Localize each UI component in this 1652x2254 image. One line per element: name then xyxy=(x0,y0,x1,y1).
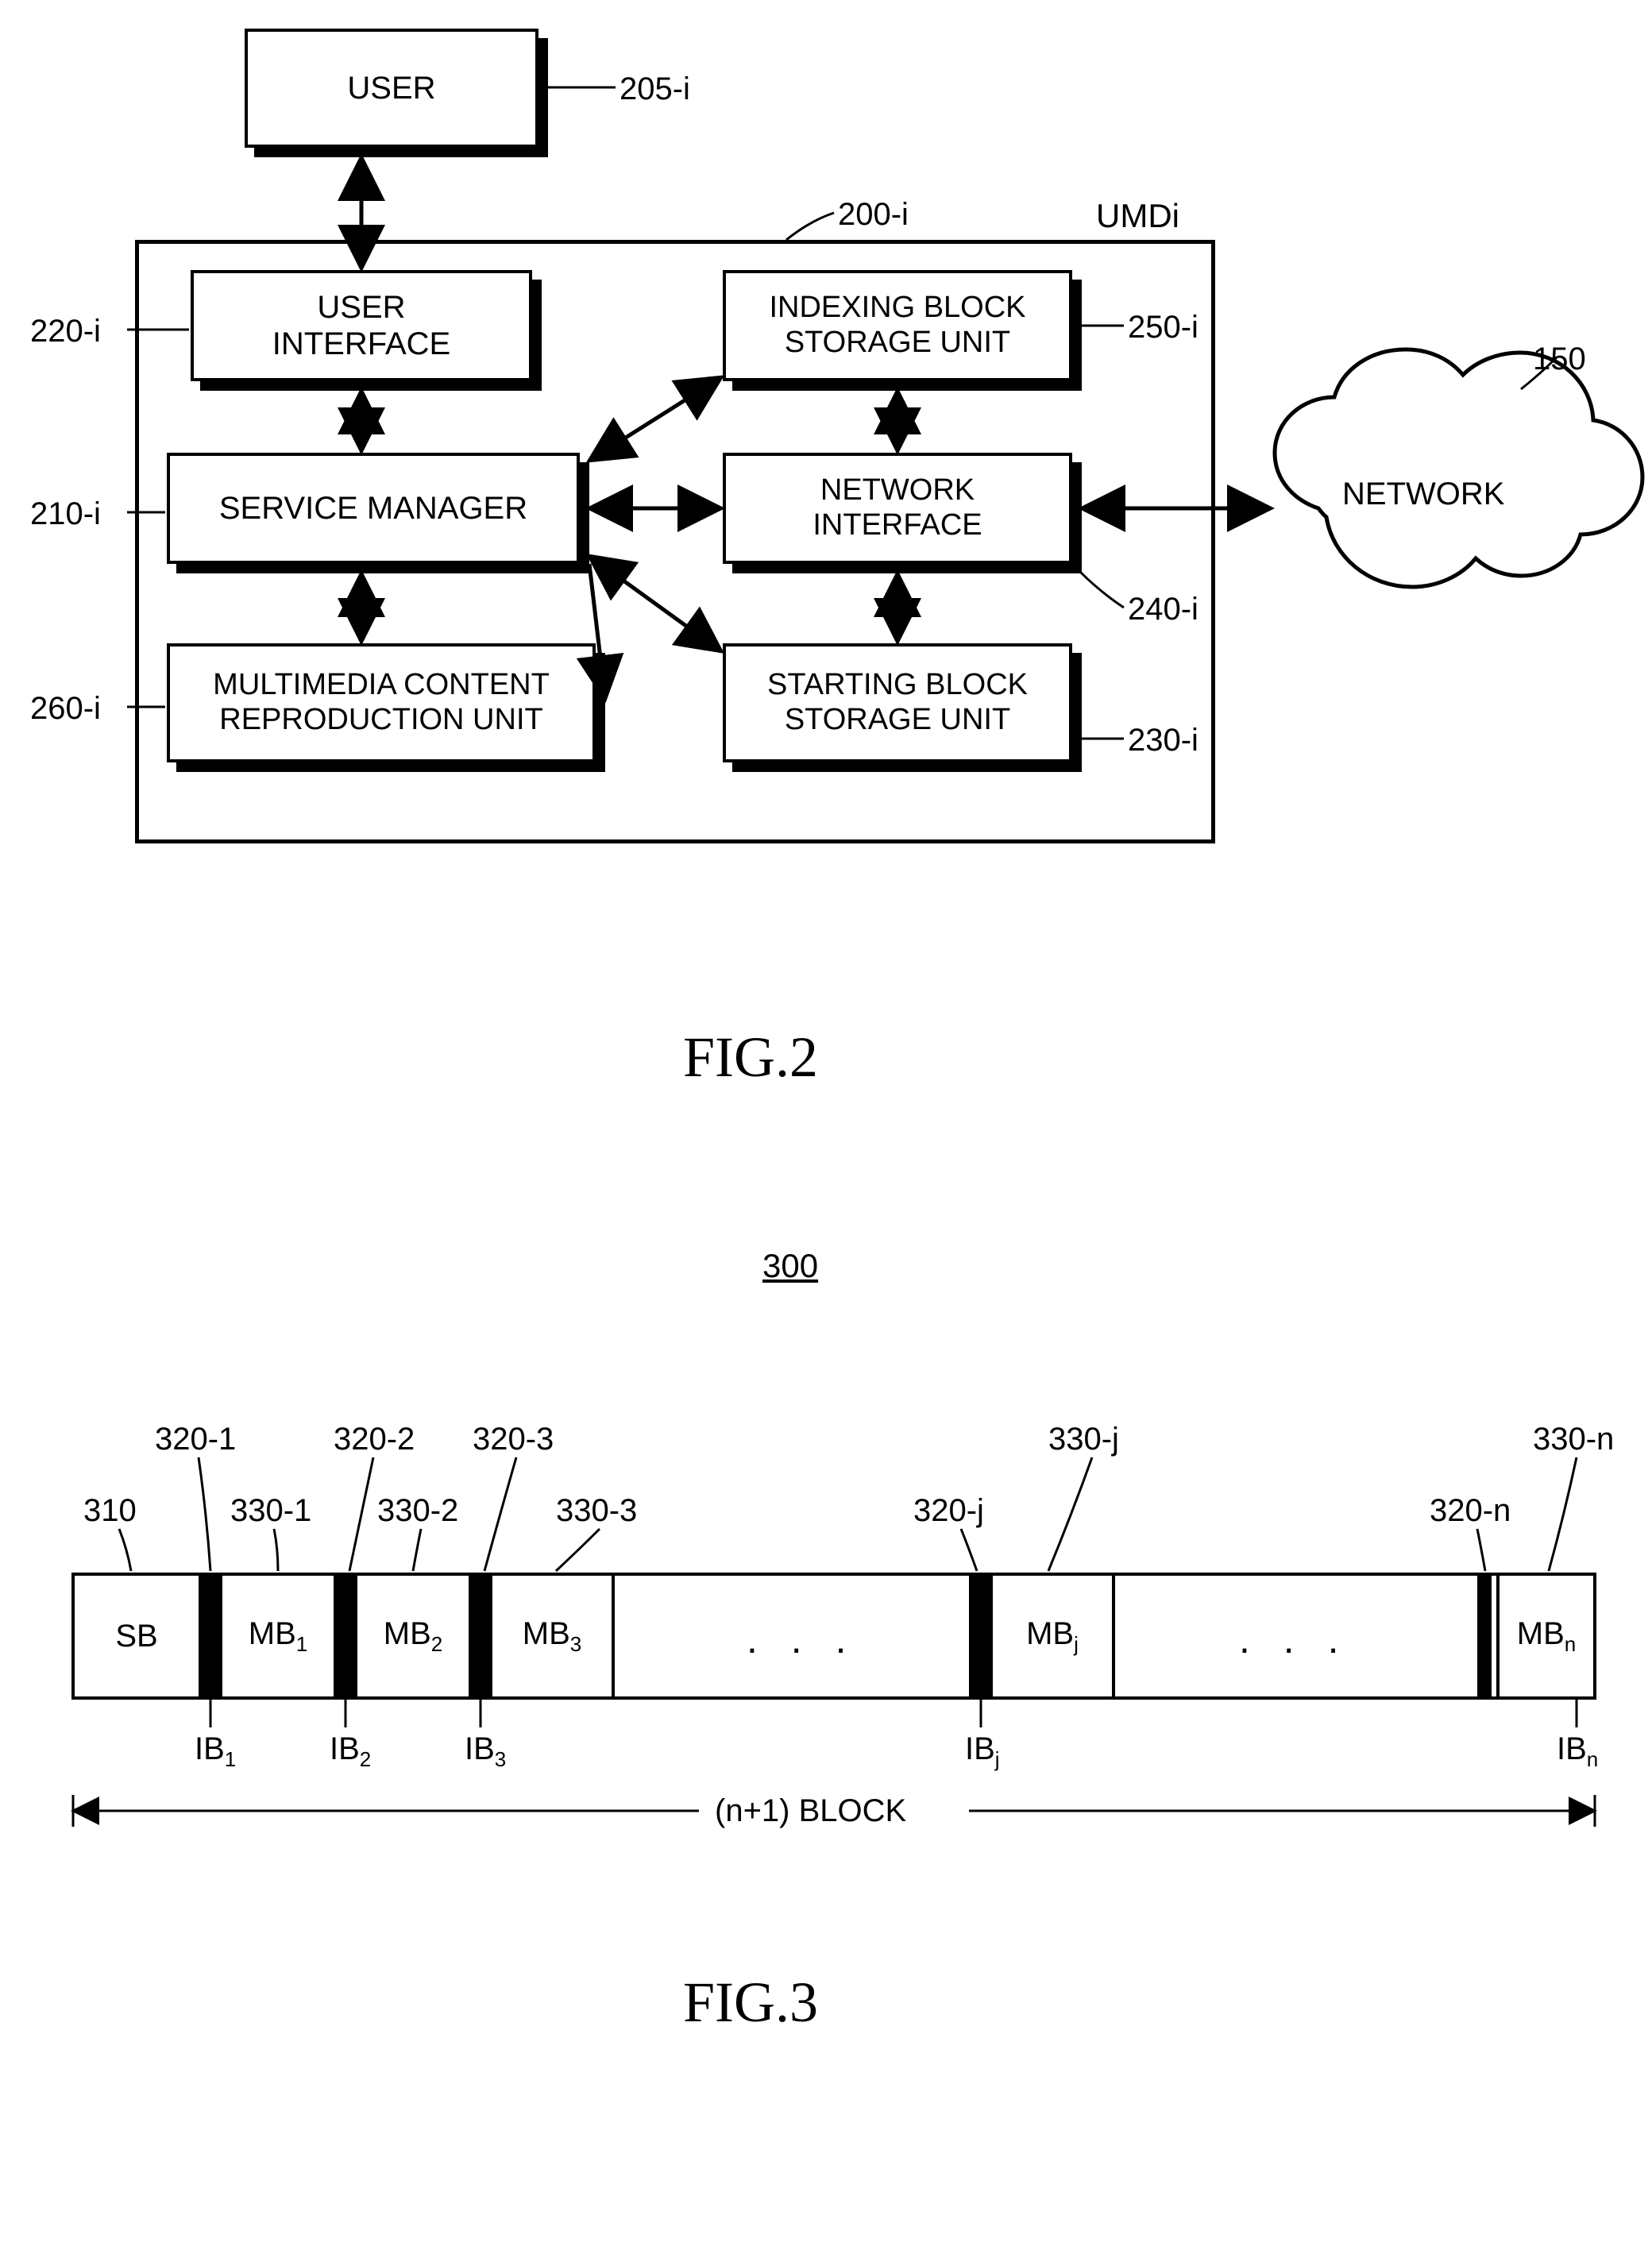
dots1: . . . xyxy=(747,1616,857,1662)
mbn-text: MBn xyxy=(1517,1616,1576,1657)
mbj-text: MBj xyxy=(1026,1616,1079,1657)
ib1-ref: 320-1 xyxy=(155,1422,236,1457)
div-after-mb3 xyxy=(612,1573,615,1700)
user-box: USER xyxy=(245,29,538,148)
mbn-ref: 330-n xyxy=(1533,1422,1614,1457)
page: USER 205-i UMDi 200-i 220-i 210-i 260-i … xyxy=(0,0,1652,2254)
span-label: (n+1) BLOCK xyxy=(715,1793,906,1829)
ib3-bar xyxy=(469,1573,492,1700)
ibj-bar xyxy=(969,1573,993,1700)
nif-text: NETWORKINTERFACE xyxy=(812,473,982,542)
ibs-ref: 250-i xyxy=(1128,310,1198,345)
network-text: NETWORK xyxy=(1342,477,1504,512)
ib2-ref: 320-2 xyxy=(334,1422,415,1457)
umdi-tag: UMDi xyxy=(1096,197,1179,235)
mcr-box: MULTIMEDIA CONTENTREPRODUCTION UNIT xyxy=(167,643,596,762)
mb3-ref: 330-3 xyxy=(556,1493,637,1529)
network-cloud xyxy=(1275,349,1642,587)
umdi-ref: 200-i xyxy=(838,197,909,233)
ib1-bar xyxy=(199,1573,222,1700)
mb3-cell: MB3 xyxy=(492,1573,612,1700)
ui-text: USERINTERFACE xyxy=(272,289,450,362)
ui-box: USERINTERFACE xyxy=(191,270,532,381)
fig3-caption: FIG.3 xyxy=(683,1970,818,2036)
mbj-cell: MBj xyxy=(993,1573,1112,1700)
ibj-lbl: IBj xyxy=(965,1731,1000,1772)
svc-box: SERVICE MANAGER xyxy=(167,453,580,564)
ui-ref: 220-i xyxy=(30,314,101,349)
mb1-cell: MB1 xyxy=(222,1573,334,1700)
sbs-ref: 230-i xyxy=(1128,723,1198,758)
ib1-lbl: IB1 xyxy=(195,1731,236,1772)
ibs-text: INDEXING BLOCKSTORAGE UNIT xyxy=(769,291,1025,360)
svc-text: SERVICE MANAGER xyxy=(219,490,527,527)
ib2-bar xyxy=(334,1573,357,1700)
mcr-text: MULTIMEDIA CONTENTREPRODUCTION UNIT xyxy=(213,668,550,737)
ib3-ref: 320-3 xyxy=(473,1422,554,1457)
dots2: . . . xyxy=(1239,1616,1349,1662)
ibs-box: INDEXING BLOCKSTORAGE UNIT xyxy=(723,270,1072,381)
mb1-ref: 330-1 xyxy=(230,1493,311,1529)
ib2-lbl: IB2 xyxy=(330,1731,371,1772)
mb3-text: MB3 xyxy=(523,1616,581,1657)
mb1-text: MB1 xyxy=(249,1616,307,1657)
user-box-text: USER xyxy=(347,70,435,106)
nif-box: NETWORKINTERFACE xyxy=(723,453,1072,564)
svc-ref: 210-i xyxy=(30,496,101,532)
ibn-bar xyxy=(1477,1573,1492,1700)
ib3-lbl: IB3 xyxy=(465,1731,506,1772)
mbn-cell: MBn xyxy=(1500,1573,1596,1700)
fig3-title: 300 xyxy=(762,1247,818,1285)
mb2-ref: 330-2 xyxy=(377,1493,458,1529)
mb2-text: MB2 xyxy=(384,1616,442,1657)
sb-cell: SB xyxy=(71,1573,199,1700)
ibj-ref: 320-j xyxy=(913,1493,984,1529)
nif-ref: 240-i xyxy=(1128,592,1198,627)
sbs-box: STARTING BLOCKSTORAGE UNIT xyxy=(723,643,1072,762)
network-ref: 150 xyxy=(1533,342,1586,377)
mbj-ref: 330-j xyxy=(1048,1422,1119,1457)
sb-ref: 310 xyxy=(83,1493,137,1529)
fig2-caption: FIG.2 xyxy=(683,1025,818,1090)
mcr-ref: 260-i xyxy=(30,691,101,727)
mb2-cell: MB2 xyxy=(357,1573,469,1700)
user-box-ref: 205-i xyxy=(620,71,690,107)
div-after-mbj xyxy=(1112,1573,1115,1700)
ibn-lbl: IBn xyxy=(1557,1731,1598,1772)
ibn-ref: 320-n xyxy=(1430,1493,1511,1529)
sb-text: SB xyxy=(115,1619,157,1654)
sbs-text: STARTING BLOCKSTORAGE UNIT xyxy=(767,668,1028,737)
